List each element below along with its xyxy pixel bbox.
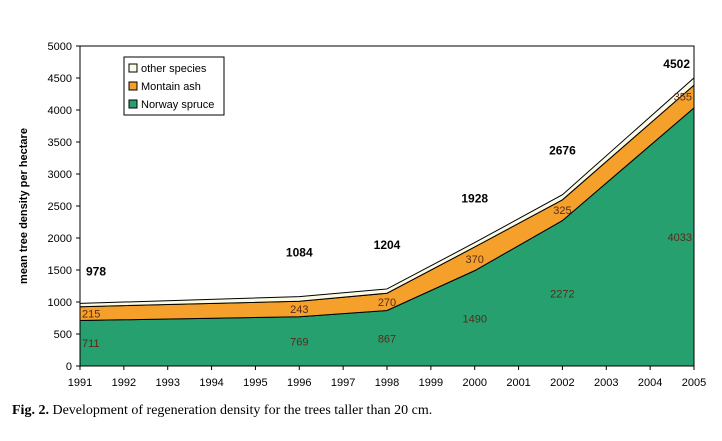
- x-tick-label: 2004: [638, 377, 662, 389]
- figure-caption-text: Development of regeneration density for …: [48, 403, 433, 418]
- value-label-norway-spruce: 867: [378, 333, 396, 345]
- area-other-species: [79, 76, 695, 308]
- total-label: 4502: [663, 57, 690, 71]
- value-label-norway-spruce: 769: [290, 336, 308, 348]
- y-tick-label: 5000: [48, 41, 72, 53]
- x-tick-label: 2005: [682, 377, 706, 389]
- legend-box: [123, 56, 225, 116]
- x-tick-label: 1993: [155, 377, 179, 389]
- x-tick-label: 2002: [550, 377, 574, 389]
- y-tick-label: 1500: [48, 265, 72, 277]
- legend-label-other-species: other species: [141, 63, 207, 75]
- total-label: 1204: [374, 238, 401, 252]
- legend-swatch-other-species: [128, 63, 138, 73]
- total-label: 1084: [286, 246, 313, 260]
- plot-area: 0 500 1000 1500 2000 2500 3000 3500 4000 4500 5000…: [18, 41, 706, 389]
- figure-caption: Fig. 2. Development of regeneration dens…: [12, 403, 432, 419]
- total-label: 1928: [461, 192, 488, 206]
- y-tick-label: 2000: [48, 233, 72, 245]
- value-label-montain-ash: 243: [290, 304, 308, 316]
- y-tick-label: 3500: [48, 137, 72, 149]
- x-tick-label: 1995: [243, 377, 267, 389]
- x-tick-label: 1999: [419, 377, 443, 389]
- x-tick-label: 1997: [331, 377, 355, 389]
- value-label-montain-ash: 325: [553, 205, 571, 217]
- total-label: 2676: [549, 144, 576, 158]
- value-label-norway-spruce: 1490: [462, 313, 486, 325]
- y-tick-label: 500: [54, 329, 72, 341]
- legend-label-montain-ash: Montain ash: [141, 81, 201, 93]
- y-tick-label: 2500: [48, 201, 72, 213]
- legend-label-norway-spruce: Norway spruce: [141, 99, 214, 111]
- x-tick-label: 2001: [506, 377, 530, 389]
- legend-swatch-norway-spruce: [128, 99, 138, 109]
- y-axis-title: mean tree density per hectare: [18, 128, 30, 284]
- value-label-norway-spruce: 4033: [668, 232, 692, 244]
- x-tick-label: 2003: [594, 377, 618, 389]
- y-tick-label: 0: [66, 361, 72, 373]
- x-tick-label: 1998: [375, 377, 399, 389]
- total-label: 978: [86, 264, 106, 278]
- y-tick-label: 3000: [48, 169, 72, 181]
- legend-swatch-montain-ash: [128, 81, 138, 91]
- x-tick-label: 2000: [462, 377, 486, 389]
- y-tick-label: 4000: [48, 105, 72, 117]
- x-tick-label: 1991: [68, 377, 92, 389]
- value-label-norway-spruce: 711: [82, 338, 100, 350]
- value-label-montain-ash: 370: [466, 254, 484, 266]
- y-tick-label: 4500: [48, 73, 72, 85]
- figure-number: Fig. 2.: [12, 403, 49, 418]
- x-tick-label: 1992: [112, 377, 136, 389]
- value-label-norway-spruce: 2272: [550, 288, 574, 300]
- value-label-montain-ash: 355: [674, 92, 692, 104]
- value-label-montain-ash: 270: [378, 297, 396, 309]
- x-tick-label: 1996: [287, 377, 311, 389]
- value-label-montain-ash: 215: [82, 309, 100, 321]
- x-tick-label: 1994: [199, 377, 223, 389]
- y-tick-label: 1000: [48, 297, 72, 309]
